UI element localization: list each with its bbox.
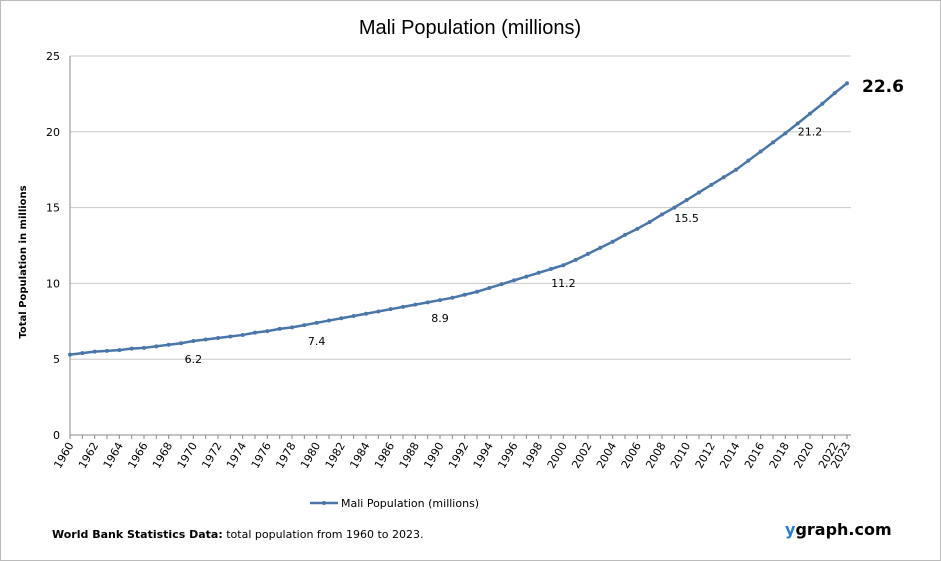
data-point (684, 198, 689, 203)
y-tick-label: 15 (46, 202, 60, 215)
y-tick-label: 0 (53, 429, 60, 442)
data-point (808, 111, 812, 116)
data-point (647, 220, 652, 225)
data-point (709, 182, 714, 187)
data-point (783, 131, 788, 136)
data-point (92, 349, 97, 354)
data-point (179, 341, 183, 346)
y-tick-label: 5 (53, 353, 60, 366)
data-point (117, 348, 122, 353)
data-label: 21.2 (798, 126, 823, 139)
data-point (845, 81, 849, 86)
data-point (512, 278, 516, 283)
brand-rest: graph.com (795, 520, 891, 539)
y-tick-label: 10 (46, 277, 60, 290)
legend-label: Mali Population (millions) (341, 497, 479, 510)
source-text: total population from 1960 to 2023. (223, 528, 424, 541)
data-point (240, 332, 245, 337)
data-point (721, 175, 726, 180)
y-tick-label: 25 (46, 50, 60, 63)
y-axis-title: Total Population in millions (18, 185, 29, 338)
data-point (487, 285, 492, 290)
data-point (536, 270, 541, 275)
data-point (228, 334, 233, 339)
data-point (635, 226, 640, 231)
data-point (253, 330, 257, 335)
y-tick-label: 20 (46, 126, 60, 139)
data-point (561, 263, 566, 268)
data-line (69, 82, 848, 356)
data-point (80, 351, 85, 356)
data-point (327, 318, 331, 323)
data-point (499, 282, 504, 287)
data-point (832, 91, 837, 96)
data-point (142, 345, 146, 350)
data-point (413, 302, 418, 307)
data-point (302, 323, 307, 328)
data-label: 15.5 (674, 212, 699, 225)
data-label: 7.4 (308, 335, 326, 348)
source-note: World Bank Statistics Data: total popula… (52, 528, 424, 541)
data-point (795, 121, 800, 126)
data-point (290, 325, 294, 330)
data-point (203, 337, 208, 342)
data-point (438, 298, 442, 303)
data-point (376, 309, 381, 314)
data-label: 6.2 (185, 353, 203, 366)
data-point (623, 232, 627, 237)
data-point (746, 158, 751, 163)
data-point (598, 245, 603, 250)
data-point (586, 251, 590, 256)
data-point (549, 266, 553, 271)
data-point (166, 342, 171, 347)
data-point (475, 289, 479, 294)
data-label: 8.9 (431, 312, 449, 325)
data-point (771, 140, 775, 145)
data-point (191, 339, 196, 344)
brand-y: y (785, 520, 796, 539)
data-point (68, 352, 72, 357)
data-point (265, 329, 270, 334)
data-point (277, 326, 282, 331)
data-point (697, 190, 701, 195)
data-point (388, 307, 393, 312)
legend-marker (322, 501, 326, 505)
latest-annotation: 22.6 (862, 77, 904, 97)
data-point (364, 311, 368, 316)
data-point (672, 205, 677, 210)
brand: ygraph.com (785, 520, 892, 539)
data-point (734, 167, 738, 172)
data-point (216, 335, 220, 340)
data-point (573, 257, 578, 262)
data-point (339, 316, 344, 321)
data-point (660, 212, 664, 217)
data-point (758, 149, 763, 154)
data-point (129, 346, 134, 351)
data-point (450, 295, 455, 300)
data-point (351, 313, 356, 318)
data-label: 11.2 (551, 277, 576, 290)
chart-title: Mali Population (millions) (359, 17, 581, 39)
data-point (820, 101, 825, 106)
data-point (154, 344, 159, 349)
source-label: World Bank Statistics Data: (52, 528, 223, 541)
data-point (401, 304, 405, 309)
data-point (425, 300, 430, 305)
data-point (105, 348, 109, 353)
data-point (314, 320, 319, 325)
data-point (610, 239, 615, 244)
data-point (524, 274, 529, 279)
data-point (462, 292, 467, 297)
